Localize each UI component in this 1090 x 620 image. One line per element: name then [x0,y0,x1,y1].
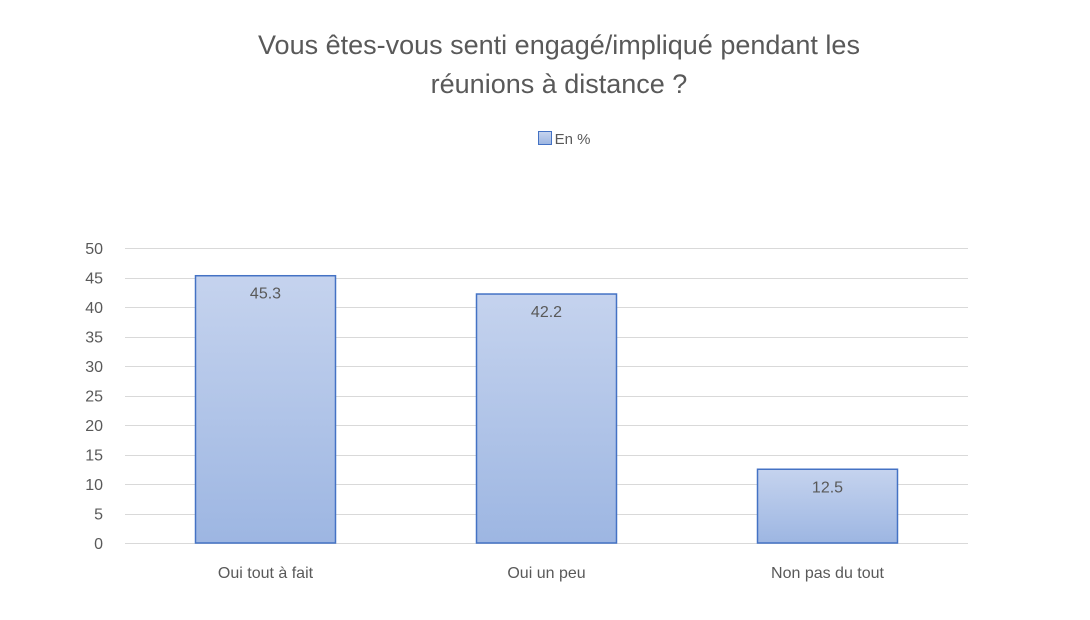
category-label: Oui tout à fait [218,565,314,582]
y-tick-label: 20 [85,418,103,435]
legend-label: En % [554,131,591,148]
y-tick-label: 15 [85,448,103,465]
category-label: Non pas du tout [771,565,885,582]
bar [475,293,618,544]
legend-swatch [537,131,552,145]
data-label: 12.5 [812,479,843,496]
chart-title-line-1: Vous êtes-vous senti engagé/impliqué pen… [258,30,860,60]
data-label: 42.2 [531,304,562,321]
bars [194,274,899,544]
legend: En % [0,131,1090,148]
category-label: Oui un peu [507,565,585,582]
bar [756,468,899,544]
y-tick-label: 45 [85,271,103,288]
x-axis-categories: Oui tout à fait Oui un peu Non pas du tout [218,565,885,582]
y-tick-label: 10 [85,477,103,494]
y-tick-label: 35 [85,330,103,347]
y-tick-label: 25 [85,389,103,406]
bar [194,274,337,544]
data-labels: 45.3 42.2 12.5 [250,286,843,497]
y-tick-label: 5 [94,507,103,524]
data-label: 45.3 [250,286,281,303]
chart-title-line-2: réunions à distance ? [430,69,688,99]
y-tick-label: 50 [85,241,103,258]
chart-title: Vous êtes-vous senti engagé/impliqué pen… [0,26,1090,104]
y-axis-ticks: 0 5 10 15 20 25 30 35 40 45 50 [85,241,103,553]
y-tick-label: 0 [94,536,103,553]
y-tick-label: 30 [85,359,103,376]
y-tick-label: 40 [85,300,103,317]
